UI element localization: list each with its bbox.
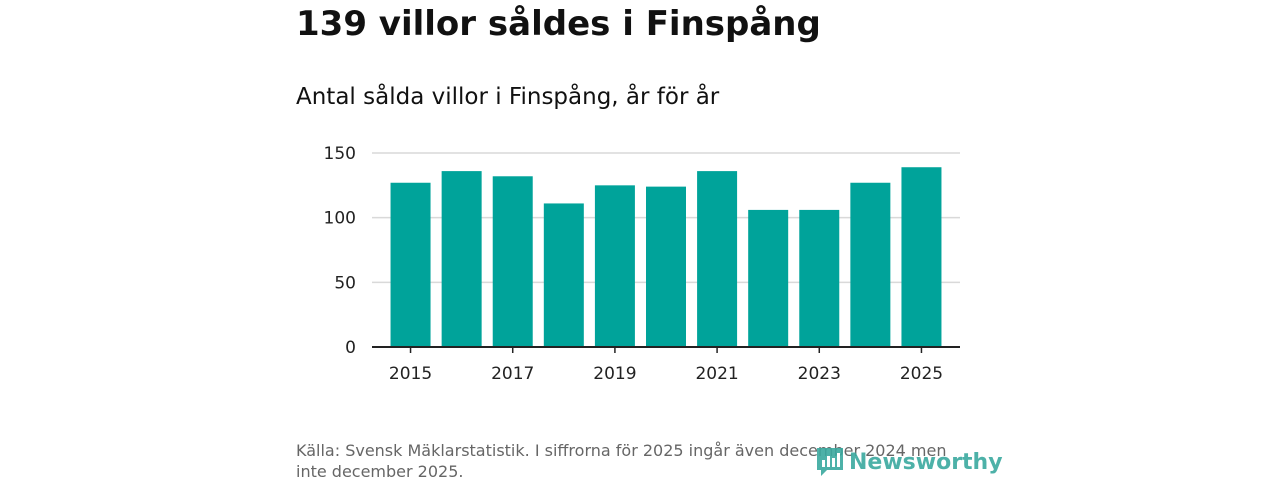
bar-2022 [748,209,789,347]
x-tick-label-2015: 2015 [389,364,432,384]
bar-2018 [543,203,584,347]
bar-2021 [697,171,738,347]
bars [390,167,942,347]
newsworthy-logo-icon [817,448,843,476]
bar-2020 [646,186,686,347]
y-tick-label-50: 50 [334,273,356,293]
bar-2016 [441,171,482,347]
chart-title: Antal sålda villor i Finspång, år för år [296,84,720,110]
y-tick-label-100: 100 [324,209,356,229]
bar-2023 [799,209,840,347]
headline: 139 villor såldes i Finspång [296,4,821,44]
bar-2025 [901,167,942,347]
newsworthy-logo-text: Newsworthy [849,449,1003,475]
newsworthy-logo[interactable]: Newsworthy [815,446,1003,478]
x-tick-label-2017: 2017 [491,364,534,384]
bar-2017 [492,176,533,347]
y-tick-label-150: 150 [324,144,356,164]
x-tick-label-2021: 2021 [695,364,738,384]
x-tick-label-2023: 2023 [798,364,841,384]
y-tick-label-0: 0 [345,338,356,358]
axes: 0 50 100 150 2015 2017 2019 2021 2023 2025 [324,144,960,384]
bar-2015 [390,182,431,347]
bar-2024 [850,182,891,347]
x-tick-label-2025: 2025 [900,364,943,384]
bar-2019 [594,185,635,347]
x-tick-label-2019: 2019 [593,364,636,384]
source-note: Källa: Svensk Mäklarstatistik. I siffror… [296,441,947,480]
